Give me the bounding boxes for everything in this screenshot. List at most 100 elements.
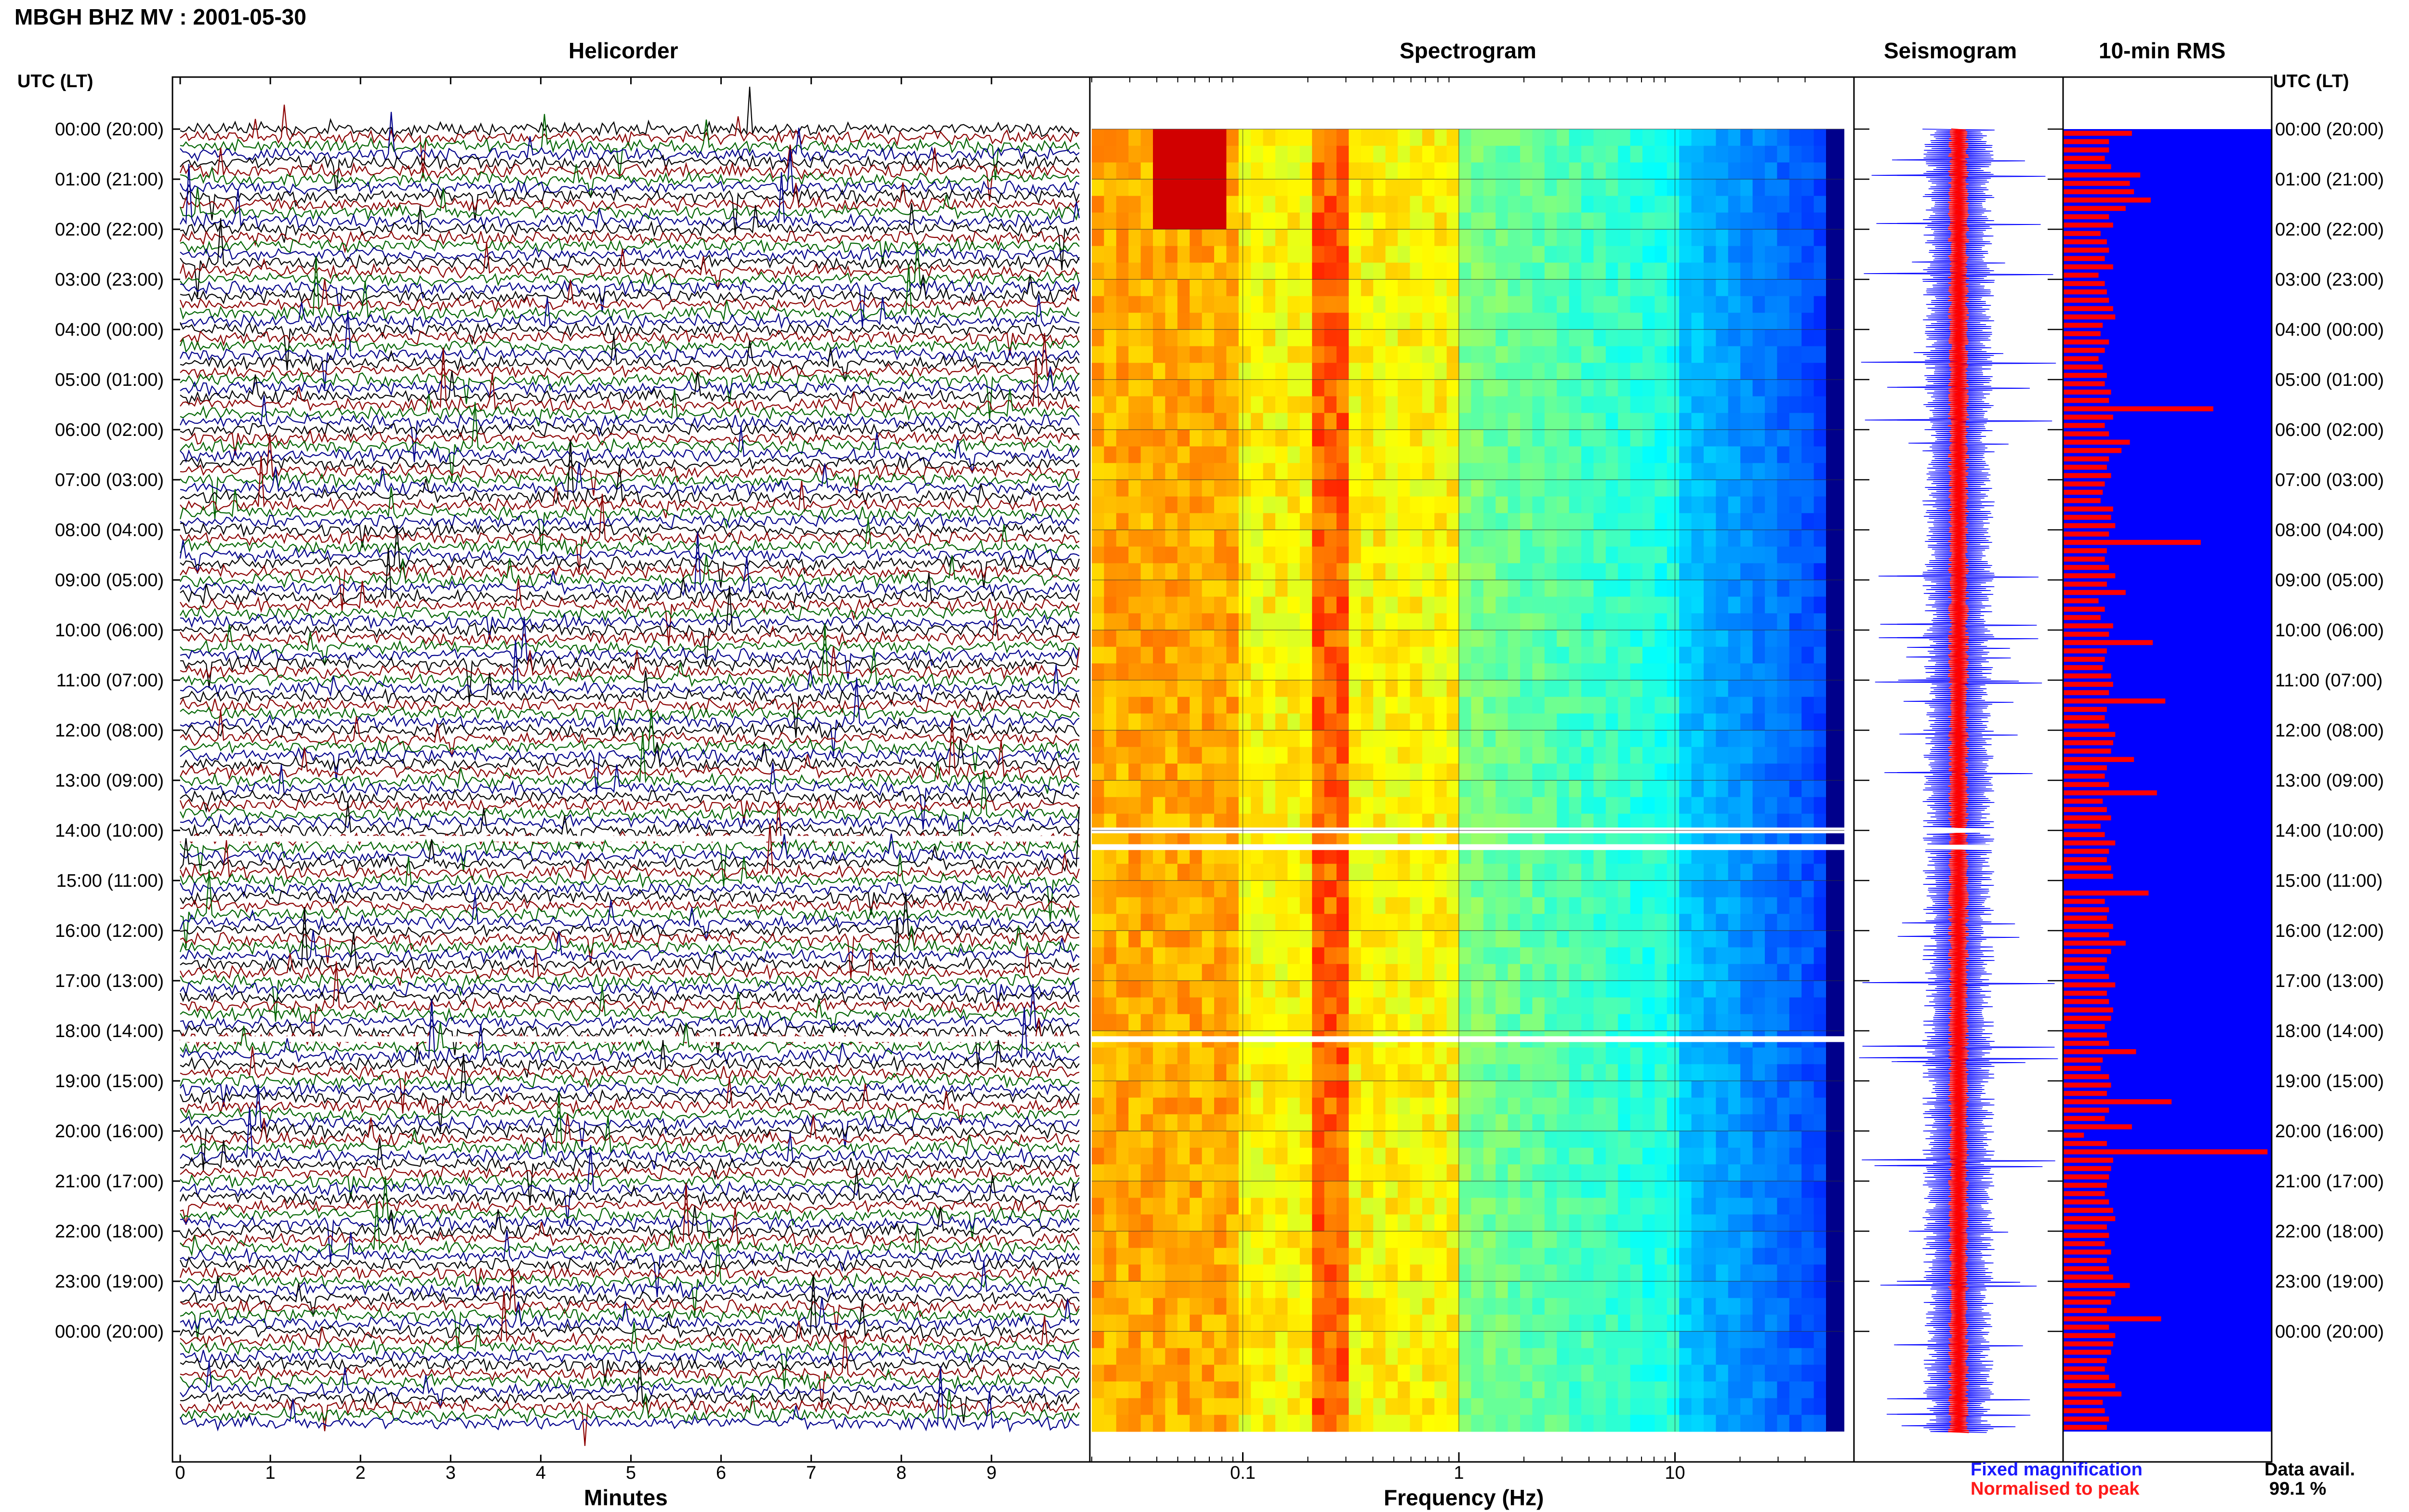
spectrogram-cell: [1337, 212, 1350, 230]
spectrogram-cell: [1801, 513, 1814, 530]
spectrogram-cell: [1312, 1047, 1325, 1065]
spectrogram-cell: [1349, 1131, 1362, 1148]
spectrogram-cell: [1165, 713, 1178, 731]
spectrogram-cell: [1128, 663, 1141, 681]
helicorder-trace: [179, 187, 1080, 221]
spectrogram-cell: [1214, 129, 1227, 146]
spectrogram-cell: [1446, 179, 1459, 197]
spectrogram-cell: [1226, 296, 1239, 313]
spectrogram-cell: [1165, 480, 1178, 497]
spectrogram-cell: [1496, 1231, 1509, 1249]
spectrogram-cell: [1765, 480, 1778, 497]
helicorder-trace: [180, 1046, 1080, 1114]
spectrogram-cell: [1667, 179, 1680, 197]
spectrogram-cell: [1190, 1331, 1203, 1349]
spectrogram-cell: [1165, 513, 1178, 530]
spectrogram-cell: [1361, 546, 1374, 564]
spectrogram-cell: [1716, 613, 1729, 631]
spectrogram-cell: [1434, 513, 1447, 530]
spectrogram-cell: [1287, 1331, 1300, 1349]
spectrogram-cell: [1618, 263, 1631, 280]
spectrogram-cell: [1532, 296, 1545, 313]
spectrogram-cell: [1165, 396, 1178, 413]
spectrogram-panel: [1092, 129, 1844, 1432]
spectrogram-cell: [1569, 931, 1582, 948]
spectrogram-cell: [1459, 430, 1472, 447]
spectrogram-cell: [1593, 346, 1606, 363]
spectrogram-cell: [1398, 914, 1411, 931]
spectrogram-cell: [1104, 897, 1117, 914]
spectrogram-cell: [1569, 1365, 1582, 1382]
spectrogram-cell: [1385, 1331, 1398, 1349]
spectrogram-cell: [1238, 780, 1251, 798]
spectrogram-cell: [1226, 780, 1239, 798]
spectrogram-cell: [1777, 864, 1790, 881]
spectrogram-cell: [1496, 864, 1509, 881]
spectrogram-cell: [1398, 513, 1411, 530]
spectrogram-cell: [1299, 864, 1312, 881]
spectrogram-cell: [1532, 713, 1545, 731]
spectrogram-cell: [1752, 1331, 1765, 1349]
helicorder-trace: [179, 1072, 1080, 1090]
spectrogram-cell: [1251, 646, 1264, 664]
spectrogram-cell: [1251, 797, 1264, 814]
spectrogram-cell: [1238, 964, 1251, 981]
spectrogram-cell: [1190, 480, 1203, 497]
spectrogram-cell: [1299, 713, 1312, 731]
spectrogram-cell: [1483, 530, 1496, 547]
spectrogram-cell: [1728, 1281, 1741, 1299]
spectrogram-cell: [1140, 1181, 1153, 1198]
spectrogram-cell: [1104, 1114, 1117, 1131]
spectrogram-cell: [1679, 1114, 1692, 1131]
spectrogram-cell: [1202, 1081, 1215, 1098]
spectrogram-cell: [1349, 747, 1362, 764]
spectrogram-cell: [1165, 496, 1178, 513]
spectrogram-cell: [1177, 129, 1190, 146]
spectrogram-cell: [1140, 480, 1153, 497]
spectrogram-cell: [1569, 1164, 1582, 1182]
spectrogram-cell: [1752, 263, 1765, 280]
spectrogram-cell: [1275, 997, 1288, 1014]
spectrogram-cell: [1569, 513, 1582, 530]
spectrogram-cell: [1287, 680, 1300, 697]
spectrogram-cell: [1410, 179, 1423, 197]
spectrogram-cell: [1667, 1131, 1680, 1148]
spectrogram-cell: [1287, 296, 1300, 313]
spectrogram-cell: [1483, 1398, 1496, 1415]
spectrogram-cell: [1312, 964, 1325, 981]
spectrogram-cell: [1605, 430, 1618, 447]
spectrogram-cell: [1532, 697, 1545, 714]
spectrogram-cell: [1655, 513, 1668, 530]
spectrogram-cell: [1190, 396, 1203, 413]
spectrogram-cell: [1765, 613, 1778, 631]
spectrogram-cell: [1618, 697, 1631, 714]
spectrogram-cell: [1459, 263, 1472, 280]
spectrogram-cell: [1655, 914, 1668, 931]
spectrogram-cell: [1704, 246, 1717, 263]
spectrogram-cell: [1226, 881, 1239, 898]
helicorder-trace: [180, 370, 1080, 419]
spectrogram-cell: [1655, 663, 1668, 681]
spectrogram-cell: [1508, 179, 1521, 197]
spectrogram-cell: [1740, 1248, 1753, 1265]
spectrogram-cell: [1177, 363, 1190, 380]
spectrogram-cell: [1777, 1097, 1790, 1115]
spectrogram-cell: [1655, 279, 1668, 297]
spectrogram-cell: [1728, 296, 1741, 313]
spectrogram-cell: [1116, 1197, 1129, 1215]
spectrogram-cell: [1496, 413, 1509, 430]
spectrogram-cell: [1153, 864, 1166, 881]
spectrogram-cell: [1740, 246, 1753, 263]
spectrogram-cell: [1104, 246, 1117, 263]
spectrogram-cell: [1532, 530, 1545, 547]
spectrogram-cell: [1337, 1064, 1350, 1081]
spectrogram-cell: [1704, 1398, 1717, 1415]
spectrogram-cell: [1373, 129, 1386, 146]
spectrogram-cell: [1287, 1047, 1300, 1065]
spectrogram-cell: [1410, 981, 1423, 998]
spectrogram-cell: [1532, 279, 1545, 297]
spectrogram-cell: [1508, 1047, 1521, 1065]
spectrogram-cell: [1165, 881, 1178, 898]
spectrogram-cell: [1140, 981, 1153, 998]
spectrogram-cell: [1642, 981, 1655, 998]
